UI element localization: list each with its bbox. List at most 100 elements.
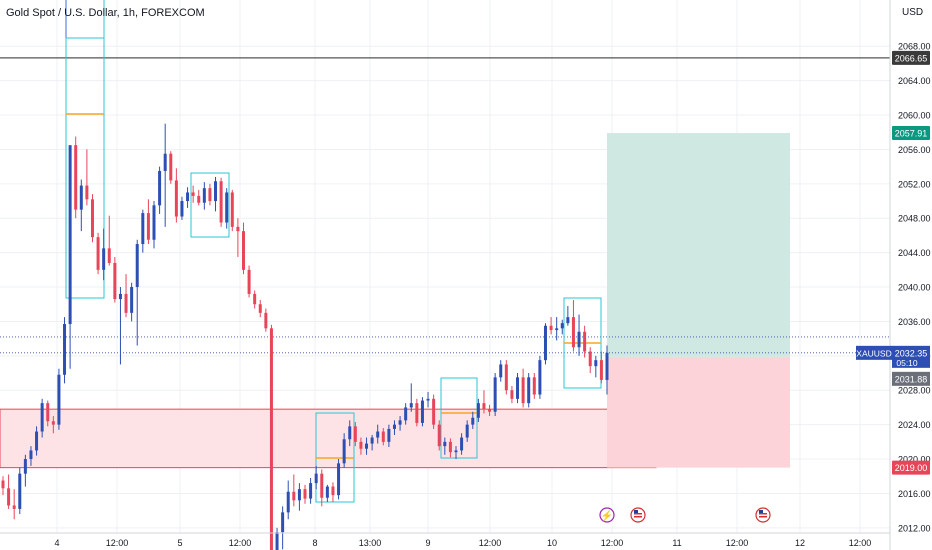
- candle-body: [443, 441, 447, 447]
- candle-body: [46, 403, 50, 422]
- lightning-glyph: ⚡: [601, 509, 613, 522]
- candle-body: [236, 226, 240, 232]
- candle-body: [124, 293, 128, 313]
- candle-body: [23, 459, 27, 474]
- candle-body: [258, 304, 262, 313]
- demand-zone: [0, 408, 657, 469]
- candle-body: [488, 409, 492, 412]
- candle-body: [85, 185, 89, 200]
- entry-price-label-bg: [892, 371, 930, 386]
- chart-zones: [0, 57, 890, 469]
- hline-price-label: 2066.65: [895, 53, 928, 63]
- candle-body: [342, 439, 346, 464]
- currency-label: USD: [902, 7, 924, 18]
- y-tick-label: 2052.00: [898, 179, 931, 189]
- current-price-label: 2032.35: [895, 348, 928, 358]
- candle-body: [303, 489, 307, 499]
- candle-body: [241, 231, 245, 270]
- y-tick-label: 2036.00: [898, 317, 931, 327]
- candle-body: [40, 403, 44, 432]
- candle-body: [527, 377, 531, 404]
- symbol-label: XAUUSD: [856, 348, 891, 358]
- chart-title: Gold Spot / U.S. Dollar, 1h, FOREXCOM: [6, 7, 205, 19]
- take-profit-price-label-bg: [892, 126, 930, 141]
- candle-body: [516, 377, 520, 399]
- candle-body: [29, 450, 33, 460]
- y-tick-label: 2068.00: [898, 42, 931, 52]
- candle-body: [387, 428, 391, 442]
- y-tick-label: 2044.00: [898, 248, 931, 258]
- candle-body: [415, 403, 419, 423]
- x-tick-label: 12:00: [726, 538, 749, 548]
- y-tick-label: 2024.00: [898, 420, 931, 430]
- candle-body: [1, 480, 5, 489]
- x-tick-label: 11: [672, 538, 681, 548]
- candle-body: [146, 213, 150, 240]
- candle-body: [197, 195, 201, 203]
- candle-body: [359, 441, 363, 449]
- y-tick-label: 2012.00: [898, 523, 931, 533]
- candle-body: [158, 170, 162, 206]
- x-tick-label: 4: [54, 538, 59, 548]
- candle-body: [130, 287, 134, 313]
- flag-canton: [759, 510, 763, 513]
- candle-body: [499, 364, 503, 378]
- y-tick-label: 2028.00: [898, 386, 931, 396]
- candle-body: [309, 483, 313, 499]
- candle-body: [7, 488, 11, 506]
- candle-body: [174, 180, 178, 217]
- x-tick-label: 10: [547, 538, 557, 548]
- candle-body: [57, 374, 61, 425]
- candle-body: [102, 248, 106, 270]
- x-tick-label: 12:00: [849, 538, 872, 548]
- hline-price-label-bg: [892, 50, 930, 65]
- candle-body: [549, 325, 553, 331]
- annotation-box: [440, 377, 478, 459]
- candle-body: [560, 323, 564, 329]
- flag-stripe: [634, 513, 642, 515]
- candle-body: [96, 237, 100, 270]
- y-tick-label: 2016.00: [898, 489, 931, 499]
- candle-body: [314, 473, 318, 484]
- x-tick-label: 12:00: [479, 538, 502, 548]
- annotation-layer: [65, 0, 602, 503]
- candle-body: [320, 473, 324, 498]
- candle-body: [325, 486, 329, 498]
- candle-body: [163, 153, 167, 171]
- candle-body: [292, 491, 296, 501]
- flag-stripe: [759, 516, 767, 518]
- time-axis[interactable]: 4 12:00 5 12:00 8 13:00 9 12:00 10 12:00 11 12:00 12…: [0, 532, 890, 548]
- candle-body: [180, 201, 184, 217]
- candle-body: [68, 145, 72, 325]
- candle-body: [107, 248, 111, 263]
- candle-body: [281, 512, 285, 533]
- candle-body: [454, 450, 458, 453]
- candle-body: [253, 293, 257, 305]
- x-tick-label: 8: [312, 538, 317, 548]
- lightning-event-icon: [599, 507, 615, 523]
- candlestick-series: [1, 123, 609, 550]
- y-tick-label: 2048.00: [898, 214, 931, 224]
- y-tick-label: 2064.00: [898, 76, 931, 86]
- candle-body: [51, 421, 55, 425]
- candle-body: [588, 351, 592, 367]
- candle-body: [409, 403, 413, 408]
- candle-body: [90, 199, 94, 238]
- flag-stripe: [634, 516, 642, 518]
- x-tick-label: 13:00: [359, 538, 382, 548]
- candle-body: [297, 489, 301, 501]
- candle-body: [169, 153, 173, 181]
- candle-body: [18, 473, 22, 509]
- candle-body: [113, 262, 117, 300]
- candle-body: [219, 181, 223, 223]
- x-tick-label: 12:00: [106, 538, 129, 548]
- candle-body: [370, 437, 374, 444]
- candle-body: [12, 505, 16, 509]
- candle-body: [532, 377, 536, 395]
- candle-body: [392, 424, 396, 429]
- candle-body: [426, 398, 430, 401]
- candle-body: [471, 417, 475, 425]
- candle-body: [599, 360, 603, 380]
